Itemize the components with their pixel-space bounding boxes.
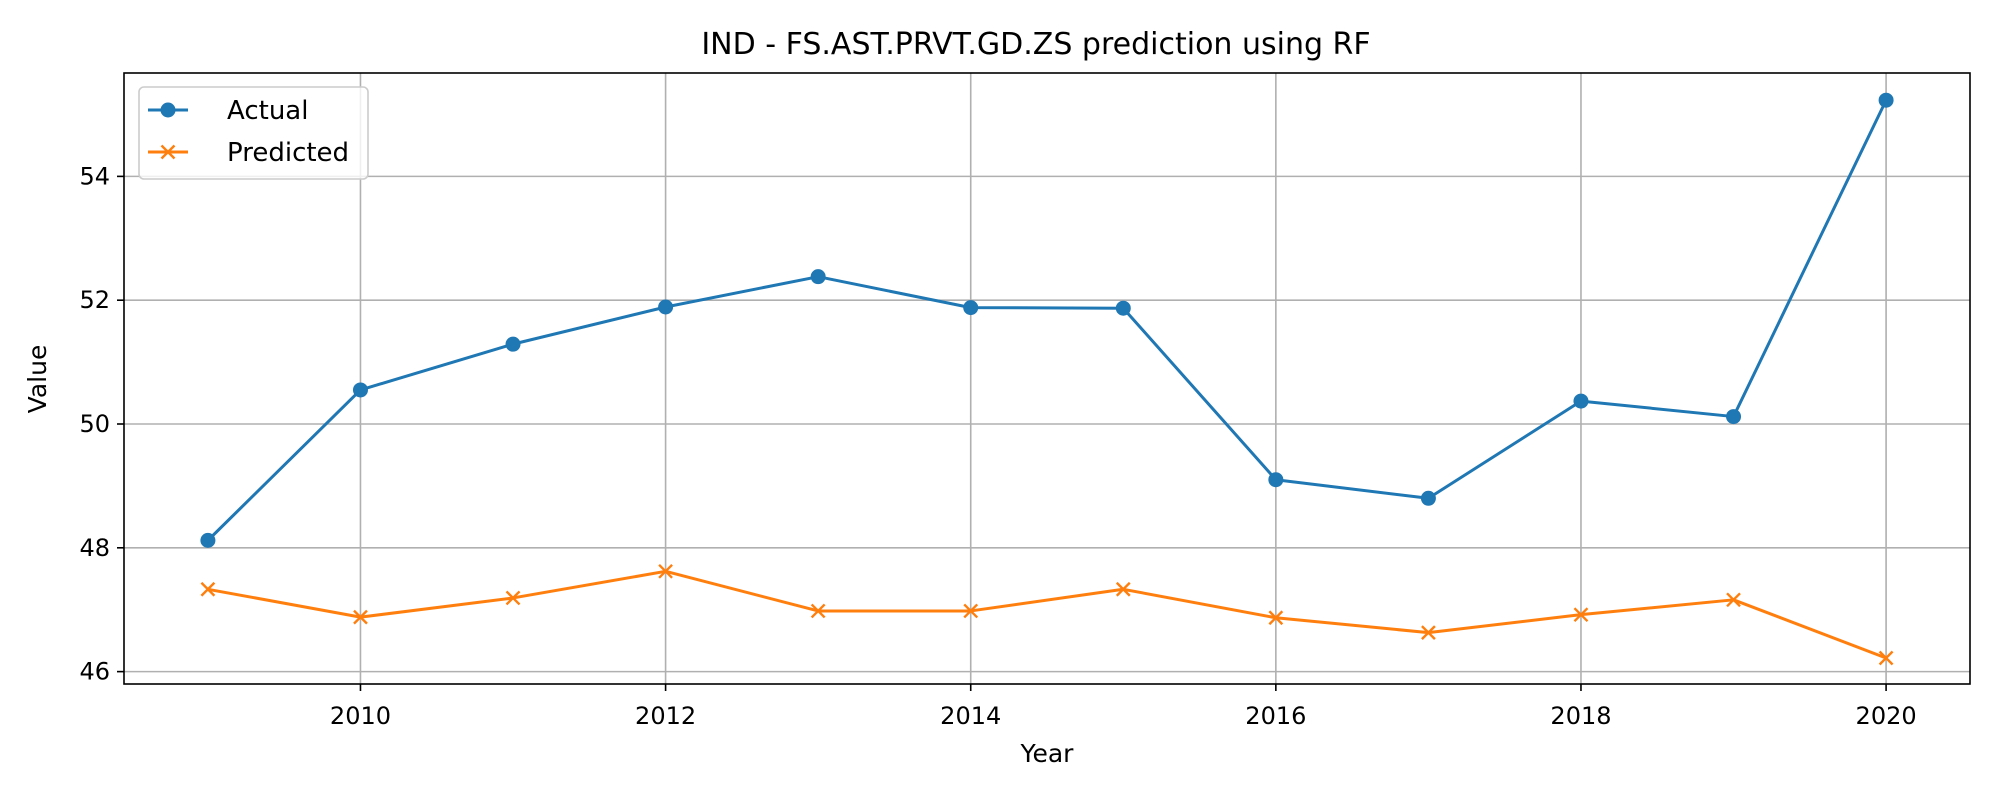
- legend-marker-predicted: [160, 144, 176, 160]
- legend-marker-actual: [160, 102, 176, 118]
- series-actual: [200, 92, 1894, 548]
- chart-title: IND - FS.AST.PRVT.GD.ZS prediction using…: [701, 27, 1370, 62]
- x-tick-label-2012: 2012: [635, 702, 696, 730]
- x-tick-label-2014: 2014: [940, 702, 1001, 730]
- point-actual-2011: [505, 336, 521, 352]
- point-predicted-2019: [1726, 592, 1741, 608]
- x-axis-label: Year: [1020, 739, 1075, 768]
- x-marker-stroke-b: [1115, 581, 1131, 597]
- series-line-predicted: [207, 569, 1887, 660]
- point-predicted-2013: [810, 603, 826, 619]
- point-actual-2013: [810, 269, 826, 285]
- y-tick-label-52: 52: [79, 286, 110, 314]
- x-marker-stroke-b: [658, 563, 673, 579]
- point-predicted-2018: [1573, 607, 1589, 623]
- x-tick-label-2016: 2016: [1245, 702, 1306, 730]
- x-marker-stroke-b: [1726, 592, 1741, 608]
- point-actual-2018: [1573, 393, 1589, 409]
- y-axis: 46 48 50 52 54: [79, 162, 124, 686]
- x-tick-label-2010: 2010: [330, 702, 391, 730]
- x-marker-stroke-b: [1421, 625, 1436, 640]
- point-actual-2012: [658, 299, 674, 315]
- x-marker-stroke-b: [810, 603, 826, 619]
- y-axis-label: Value: [23, 345, 52, 414]
- point-predicted-2009: [200, 581, 216, 597]
- legend-marker-stroke-b: [160, 144, 176, 160]
- point-predicted-2014: [963, 603, 979, 619]
- point-predicted-2010: [353, 609, 368, 625]
- x-tick-label-2020: 2020: [1856, 702, 1917, 730]
- legend-item-predicted: Predicted: [148, 138, 349, 168]
- x-marker-stroke-b: [505, 590, 521, 606]
- legend-label-predicted: Predicted: [227, 138, 349, 168]
- point-actual-2020: [1878, 92, 1894, 108]
- point-predicted-2020: [1878, 650, 1894, 666]
- point-predicted-2011: [505, 590, 521, 606]
- point-predicted-2015: [1115, 581, 1131, 597]
- legend: Actual Predicted: [138, 86, 369, 180]
- grid-lines: [124, 73, 1970, 684]
- point-predicted-2012: [658, 563, 673, 579]
- point-actual-2014: [963, 300, 979, 316]
- x-marker-stroke-b: [200, 581, 216, 597]
- point-actual-2015: [1115, 300, 1131, 316]
- point-actual-2016: [1268, 472, 1284, 488]
- point-predicted-2017: [1421, 625, 1436, 640]
- point-actual-2019: [1726, 409, 1742, 425]
- x-axis: 2010 2012 2014 2016 2018 2020: [330, 684, 1917, 730]
- point-actual-2010: [352, 382, 368, 398]
- series-layer: [200, 92, 1894, 666]
- point-predicted-2016: [1268, 610, 1284, 626]
- x-marker-stroke-b: [963, 603, 979, 619]
- plot-frame: [123, 72, 1971, 685]
- x-marker-stroke-b: [353, 609, 368, 625]
- x-marker-stroke-b: [1878, 650, 1894, 666]
- y-tick-label-54: 54: [79, 162, 110, 190]
- point-actual-2017: [1420, 490, 1436, 506]
- x-marker-stroke-b: [1573, 607, 1589, 623]
- series-line-actual: [206, 99, 1888, 542]
- point-actual-2009: [200, 532, 216, 548]
- legend-label-actual: Actual: [227, 96, 308, 126]
- series-predicted: [200, 563, 1894, 666]
- x-marker-stroke-b: [1268, 610, 1284, 626]
- y-tick-label-48: 48: [79, 534, 110, 562]
- legend-item-actual: Actual: [148, 96, 308, 126]
- y-tick-label-46: 46: [79, 658, 110, 686]
- legend-box: [138, 86, 369, 180]
- x-tick-label-2018: 2018: [1550, 702, 1611, 730]
- y-tick-label-50: 50: [79, 410, 110, 438]
